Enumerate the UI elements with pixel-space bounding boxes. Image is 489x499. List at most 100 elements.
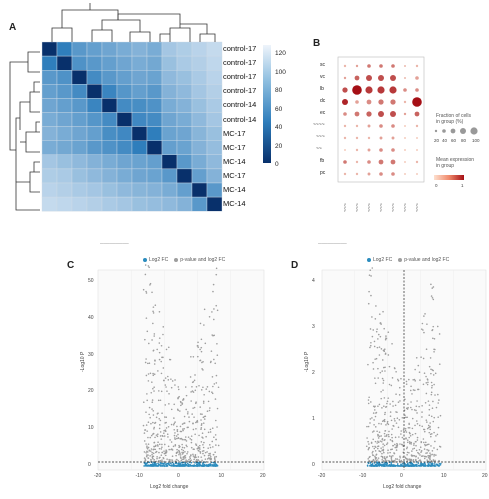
- volcano-point: [411, 417, 414, 420]
- volcano-point: [374, 358, 376, 360]
- volcano-point: [161, 464, 163, 467]
- volcano-point: [410, 401, 412, 403]
- volcano-point: [193, 379, 196, 382]
- volcano-point: [156, 435, 159, 438]
- volcano-point: [174, 379, 176, 381]
- volcano-point: [147, 380, 150, 382]
- volcano-point: [429, 454, 432, 456]
- volcano-point: [167, 379, 170, 381]
- volcano-point: [160, 438, 163, 440]
- volcano-point: [146, 454, 148, 456]
- volcano-point: [406, 457, 408, 460]
- panel-letter-c: C: [67, 260, 75, 271]
- volcano-point: [432, 460, 435, 462]
- volcano-point: [149, 436, 152, 439]
- volcano-point: [430, 368, 432, 371]
- volcano-point: [404, 414, 406, 417]
- volcano-point: [201, 436, 203, 438]
- volcano-point: [379, 440, 382, 442]
- volcano-point: [203, 418, 206, 420]
- volcano-point: [384, 338, 387, 341]
- volcano-point: [420, 451, 422, 453]
- volcano-point: [158, 351, 161, 354]
- volcano-d-legend: Log2 FC p-value and log2 FC: [367, 257, 449, 263]
- volcano-point: [174, 384, 176, 386]
- volcano-point: [203, 441, 205, 444]
- volcano-point: [150, 458, 152, 461]
- volcano-point: [161, 434, 164, 437]
- size-legend-value: 80: [461, 138, 467, 143]
- volcano-point: [376, 346, 379, 349]
- volcano-point: [144, 458, 147, 460]
- volcano-point: [165, 449, 167, 452]
- size-legend-value: 100: [472, 138, 480, 143]
- volcano-point: [426, 459, 428, 461]
- volcano-point: [144, 338, 146, 341]
- volcano-point: [366, 437, 368, 439]
- volcano-point: [375, 456, 378, 459]
- colorbar: [263, 45, 271, 163]
- volcano-point: [401, 416, 404, 419]
- volcano-point: [377, 463, 380, 465]
- volcano-point: [175, 452, 178, 455]
- volcano-point: [426, 383, 429, 386]
- volcano-point: [159, 419, 162, 422]
- volcano-point: [437, 426, 440, 429]
- volcano-point: [199, 452, 202, 454]
- caption-a-left: ─────────: [100, 241, 129, 246]
- volcano-point: [388, 435, 390, 438]
- volcano-point: [420, 356, 422, 358]
- volcano-point: [205, 435, 207, 438]
- volcano-point: [409, 442, 411, 445]
- volcano-point: [373, 409, 376, 411]
- volcano-point: [190, 441, 193, 444]
- dotplot-dot: [367, 172, 371, 176]
- volcano-point: [388, 430, 390, 433]
- volcano-point: [209, 431, 212, 433]
- volcano-point: [373, 462, 376, 464]
- volcano-point: [376, 459, 379, 461]
- volcano-point: [375, 411, 378, 414]
- volcano-point: [384, 439, 386, 441]
- volcano-point: [382, 379, 385, 382]
- volcano-point: [433, 447, 435, 449]
- volcano-point: [435, 406, 438, 409]
- volcano-point: [185, 394, 188, 397]
- volcano-point: [383, 456, 386, 458]
- volcano-point: [196, 355, 199, 358]
- volcano-point: [431, 329, 433, 332]
- volcano-point: [428, 431, 431, 434]
- volcano-point: [428, 461, 431, 464]
- volcano-point: [378, 450, 381, 452]
- volcano-point: [433, 383, 435, 386]
- y-tick: 50: [88, 278, 94, 284]
- volcano-point: [374, 440, 377, 443]
- dotplot-dot: [390, 99, 396, 105]
- volcano-point: [179, 410, 181, 412]
- volcano-point: [428, 404, 431, 406]
- volcano-point: [153, 386, 155, 389]
- volcano-point: [395, 370, 397, 373]
- volcano-point: [424, 444, 427, 447]
- volcano-point: [429, 425, 431, 428]
- volcano-point: [195, 458, 198, 461]
- volcano-point: [213, 334, 215, 337]
- volcano-d-ylabel: -Log10 P: [304, 351, 310, 372]
- volcano-point: [381, 359, 384, 361]
- volcano-point: [436, 433, 439, 436]
- volcano-point: [385, 405, 388, 408]
- volcano-point: [181, 458, 184, 461]
- volcano-point: [155, 450, 158, 453]
- volcano-point: [179, 463, 182, 465]
- volcano-point: [197, 459, 200, 461]
- dotplot-dot: [343, 112, 347, 116]
- volcano-point: [374, 464, 376, 467]
- legend-item: Log2 FC: [373, 257, 393, 263]
- volcano-point: [384, 413, 386, 416]
- volcano-point: [383, 432, 386, 435]
- volcano-point: [212, 318, 215, 321]
- volcano-point: [376, 430, 378, 433]
- volcano-point: [430, 283, 432, 286]
- volcano-point: [399, 443, 401, 445]
- volcano-point: [411, 450, 413, 452]
